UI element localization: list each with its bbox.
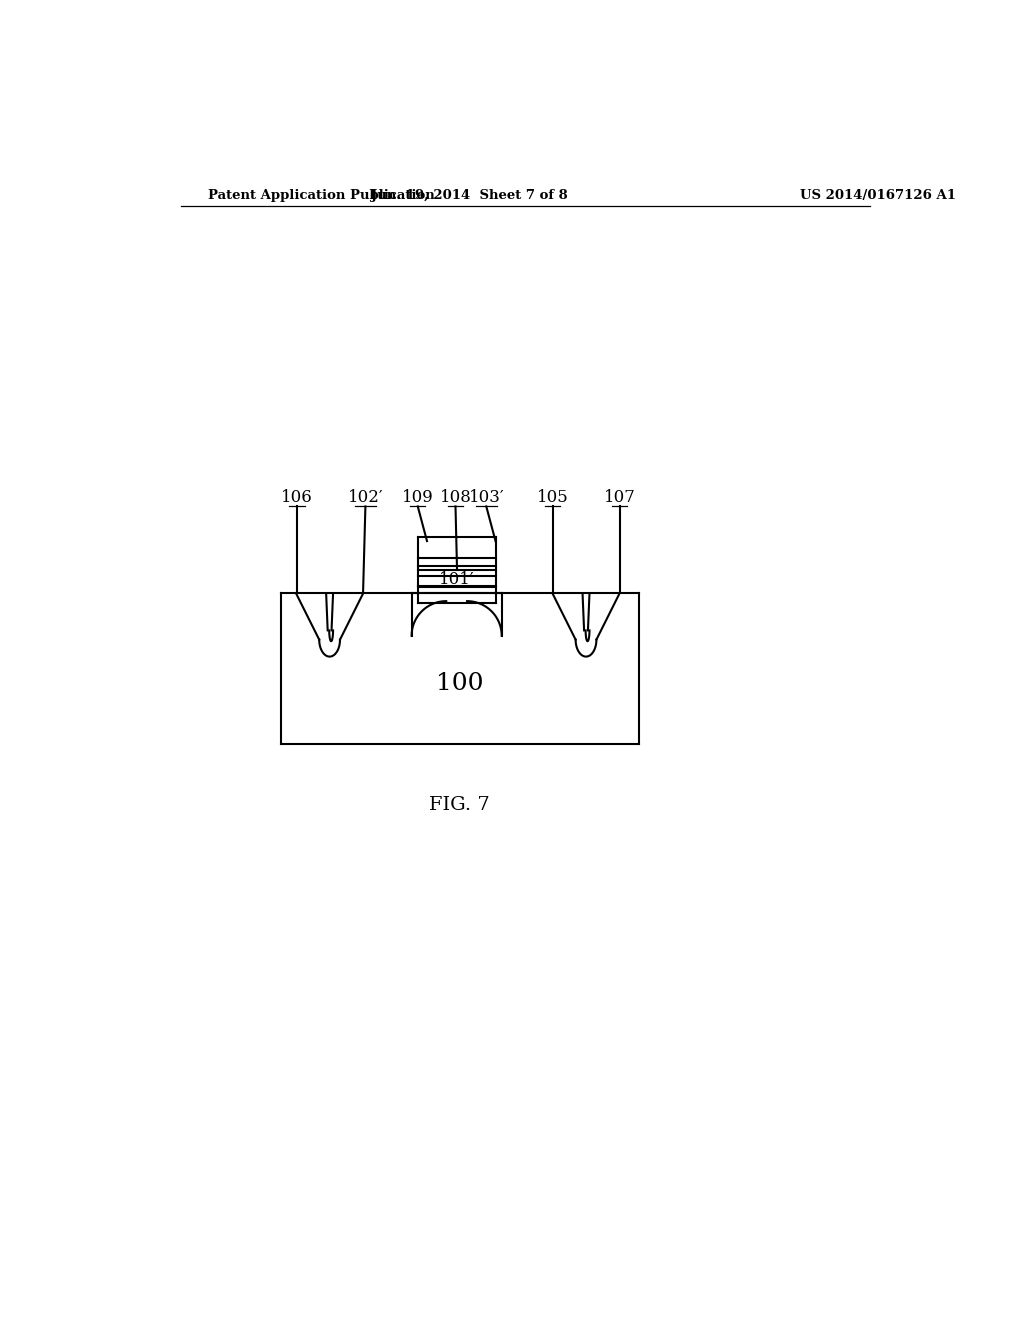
Text: Jun. 19, 2014  Sheet 7 of 8: Jun. 19, 2014 Sheet 7 of 8 [371,189,567,202]
Text: 107: 107 [603,488,636,506]
Text: US 2014/0167126 A1: US 2014/0167126 A1 [801,189,956,202]
Text: Patent Application Publication: Patent Application Publication [208,189,434,202]
Text: 108: 108 [439,488,471,506]
Text: 109: 109 [401,488,433,506]
Text: 103′: 103′ [469,488,504,506]
Text: 101′: 101′ [439,572,474,589]
Text: FIG. 7: FIG. 7 [429,796,490,814]
Text: 105: 105 [537,488,568,506]
Text: 100: 100 [436,672,483,696]
Text: 102′: 102′ [347,488,383,506]
Text: 106: 106 [281,488,312,506]
